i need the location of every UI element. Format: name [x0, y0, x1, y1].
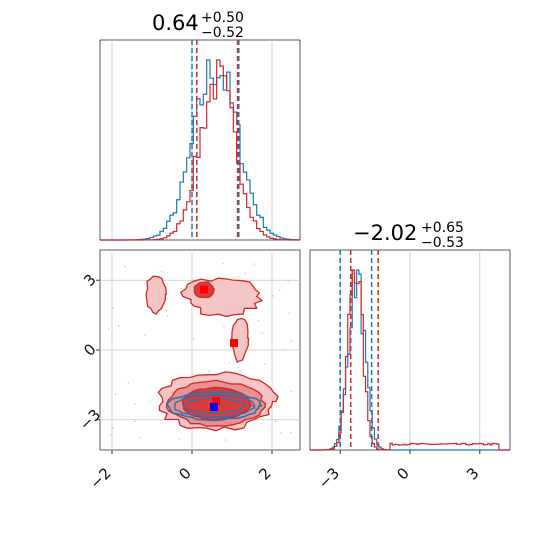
contour-panel: 30−3 −2 0 2 [76, 249, 301, 492]
sample-point [261, 332, 264, 334]
title-param2-upper: +0.65 [421, 220, 464, 236]
red-contour-left [145, 275, 167, 315]
histogram-panel-1 [99, 39, 301, 241]
x-tick-label: 0 [393, 464, 412, 483]
sample-point [112, 307, 114, 309]
sample-point [272, 295, 275, 297]
histogram-panel-2-quantiles [339, 250, 379, 450]
sample-point [117, 325, 120, 327]
sample-point [290, 340, 292, 342]
sample-point [166, 315, 169, 317]
sample-point [124, 265, 126, 268]
sample-point [288, 312, 291, 314]
histogram-panel-1-quantiles [191, 40, 240, 240]
sample-point [244, 273, 247, 275]
sample-point [290, 431, 292, 434]
sample-point [274, 420, 277, 423]
title-param1-value: 0.64 [152, 11, 199, 35]
sample-point [114, 393, 117, 396]
contour-x-ticks: −2 0 2 [86, 450, 275, 492]
sample-point [160, 270, 163, 273]
contour-blue-series [166, 391, 263, 422]
sample-point [112, 427, 115, 430]
red-square-marker [230, 339, 238, 348]
red-contour-neck [231, 317, 250, 363]
sample-point [221, 262, 224, 265]
sample-point [99, 417, 102, 420]
title-param2-value: −2.02 [353, 221, 417, 245]
sample-point [108, 328, 110, 330]
x-tick-label: 3 [463, 464, 482, 483]
title-param1-upper: +0.50 [201, 10, 244, 26]
sample-point [193, 338, 195, 340]
x-tick-label: 2 [255, 464, 274, 483]
sample-point [134, 420, 136, 423]
histogram-step-2 [310, 269, 510, 451]
sample-point [280, 432, 282, 435]
contour-markers [200, 285, 238, 411]
histogram-panel-2: −3 0 3 [309, 249, 511, 492]
sample-point [287, 280, 289, 283]
sample-point [237, 275, 240, 277]
sample-point [257, 319, 260, 322]
title-param2: −2.02 +0.65 −0.53 [353, 220, 464, 251]
sample-point [263, 363, 266, 365]
sample-point [290, 390, 293, 393]
sample-point [178, 438, 181, 440]
sample-point [223, 325, 225, 327]
blue-square-marker [210, 402, 218, 411]
sample-point [224, 439, 227, 441]
title-param1: 0.64 +0.50 −0.52 [152, 10, 244, 41]
sample-point [278, 289, 281, 291]
sample-point [260, 422, 262, 425]
red-square-marker [212, 397, 220, 406]
sample-point [253, 263, 255, 265]
sample-point [144, 334, 146, 336]
blue-contour-mid [173, 393, 256, 418]
sample-point [208, 370, 210, 372]
sample-point [228, 362, 231, 364]
red-square-marker [200, 285, 208, 294]
sample-point [133, 402, 136, 405]
sample-point [270, 406, 273, 409]
sample-point [237, 366, 239, 369]
histogram-panel-2-x-ticks: −3 0 3 [315, 450, 483, 492]
blue-contour-outer [166, 391, 263, 422]
sample-point [165, 309, 168, 311]
blue-contour-inner [182, 398, 247, 414]
sample-point [110, 433, 112, 436]
x-tick-label: 0 [175, 464, 194, 483]
histogram-panel-2-bars [310, 269, 510, 451]
x-tick-label: −2 [86, 464, 114, 492]
histogram-step-2 [100, 59, 301, 241]
sample-point [149, 400, 151, 403]
sample-point [138, 436, 141, 439]
x-tick-label: −3 [315, 464, 343, 492]
sample-point [283, 349, 285, 351]
title-param1-lower: −0.52 [201, 25, 244, 41]
sample-point [127, 382, 130, 384]
title-param2-lower: −0.53 [421, 235, 464, 251]
histogram-panel-1-bars [100, 59, 301, 241]
sample-point [239, 370, 241, 372]
